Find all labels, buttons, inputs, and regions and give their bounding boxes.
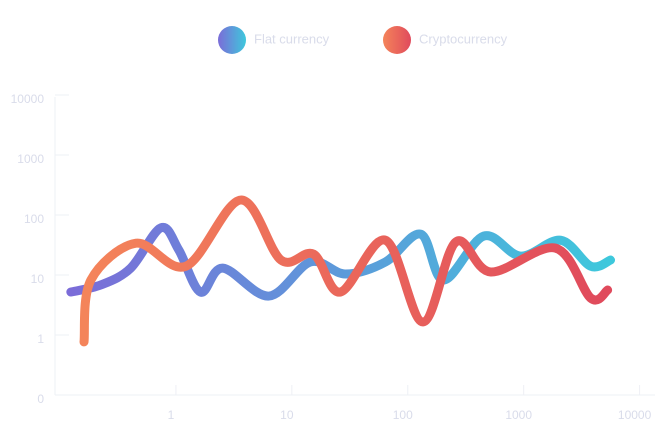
x-tick-label: 10000 [618, 408, 652, 422]
x-tick-label: 100 [393, 408, 413, 422]
legend-label: Flat currency [254, 31, 330, 46]
legend-label: Cryptocurrency [419, 31, 508, 46]
y-tick-label: 10 [31, 272, 45, 286]
y-tick-label: 100 [24, 212, 44, 226]
x-tick-label: 10 [280, 408, 294, 422]
legend-swatch [218, 26, 246, 54]
y-tick-label: 1 [37, 332, 44, 346]
y-tick-label: 1000 [17, 152, 44, 166]
y-tick-label: 10000 [11, 92, 45, 106]
series-line [79, 195, 613, 347]
series-line [66, 223, 616, 301]
x-tick-label: 1000 [505, 408, 532, 422]
legend-swatch [383, 26, 411, 54]
x-tick-label: 1 [168, 408, 175, 422]
y-tick-label: 0 [37, 392, 44, 406]
